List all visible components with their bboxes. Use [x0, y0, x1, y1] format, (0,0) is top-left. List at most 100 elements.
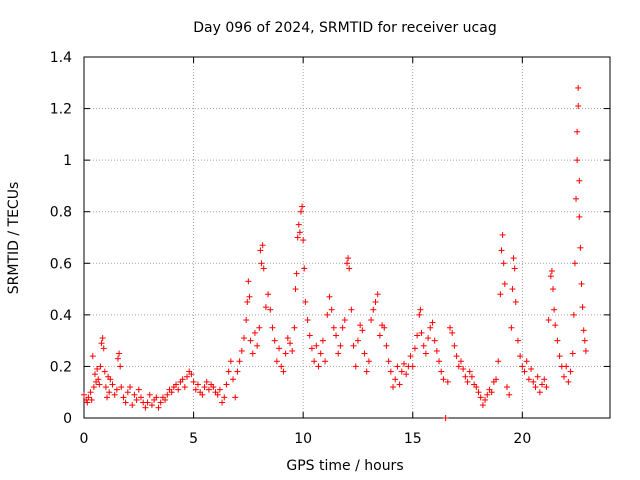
- y-tick-label: 0.8: [50, 205, 72, 221]
- x-tick-label: 0: [80, 431, 89, 447]
- data-point: [495, 358, 502, 365]
- data-point: [164, 391, 171, 398]
- data-point: [503, 384, 510, 391]
- data-point: [88, 396, 95, 403]
- data-point: [236, 358, 243, 365]
- data-point: [403, 371, 410, 378]
- data-point: [344, 260, 350, 267]
- x-tick-label: 10: [294, 431, 312, 447]
- data-point: [368, 317, 375, 324]
- data-point: [96, 381, 103, 388]
- data-point: [146, 391, 153, 398]
- data-point: [144, 399, 151, 406]
- data-point: [234, 368, 241, 375]
- data-point: [451, 342, 458, 349]
- data-point: [361, 350, 368, 357]
- data-point: [447, 324, 454, 331]
- data-point: [294, 234, 301, 241]
- data-point: [346, 265, 353, 272]
- data-point: [100, 345, 107, 352]
- data-point: [118, 384, 125, 391]
- data-point: [409, 363, 416, 370]
- data-point: [244, 298, 251, 305]
- data-point: [577, 244, 584, 251]
- data-point: [265, 291, 272, 298]
- data-point: [251, 329, 258, 336]
- data-point: [291, 324, 298, 331]
- data-point: [350, 342, 357, 349]
- data-point: [179, 376, 186, 383]
- data-point: [240, 335, 247, 342]
- data-point: [394, 363, 401, 370]
- data-point: [238, 347, 245, 354]
- data-point: [422, 350, 429, 357]
- data-point: [219, 399, 226, 406]
- data-point: [528, 366, 535, 373]
- data-point: [302, 298, 309, 305]
- data-point: [322, 358, 329, 365]
- data-point: [306, 332, 313, 339]
- data-point: [315, 363, 322, 370]
- data-point: [501, 280, 508, 287]
- data-point: [548, 268, 555, 275]
- data-point: [414, 332, 421, 339]
- data-point: [95, 376, 102, 383]
- data-point: [81, 391, 87, 398]
- data-point: [357, 322, 364, 329]
- data-point: [94, 366, 101, 373]
- data-point: [106, 389, 113, 396]
- data-point: [247, 337, 254, 344]
- data-point: [576, 177, 583, 184]
- data-point: [436, 358, 443, 365]
- data-point: [400, 360, 407, 367]
- data-point: [243, 317, 250, 324]
- data-point: [199, 391, 206, 398]
- data-point: [575, 84, 582, 91]
- data-point: [292, 286, 299, 293]
- y-tick-label: 0.6: [50, 256, 72, 272]
- data-point: [254, 342, 261, 349]
- data-point: [390, 384, 397, 391]
- x-tick-label: 15: [404, 431, 422, 447]
- data-point: [214, 391, 221, 398]
- data-point: [117, 363, 124, 370]
- data-point: [190, 378, 197, 385]
- data-point: [514, 337, 521, 344]
- y-tick-label: 1: [63, 153, 72, 169]
- data-point: [381, 324, 388, 331]
- data-point: [468, 373, 475, 380]
- data-point: [304, 317, 311, 324]
- data-point: [257, 247, 264, 254]
- data-point: [98, 340, 105, 347]
- data-point: [107, 376, 114, 383]
- data-point: [184, 373, 191, 380]
- data-point: [449, 329, 456, 336]
- data-point: [289, 347, 296, 354]
- data-point: [534, 373, 541, 380]
- data-point: [500, 260, 507, 267]
- data-point: [282, 350, 289, 357]
- data-point: [260, 265, 267, 272]
- data-point: [122, 399, 129, 406]
- data-point: [560, 373, 567, 380]
- plot-frame: [83, 56, 611, 419]
- data-point: [246, 293, 253, 300]
- data-point: [387, 368, 394, 375]
- data-point: [512, 298, 519, 305]
- data-point: [256, 324, 263, 331]
- data-point: [576, 213, 583, 220]
- data-point: [133, 396, 140, 403]
- data-point: [201, 384, 208, 391]
- y-tick-label: 0: [63, 411, 72, 427]
- data-point: [319, 337, 326, 344]
- data-point: [287, 340, 294, 347]
- data-point: [330, 324, 337, 331]
- data-point: [453, 353, 460, 360]
- data-point: [148, 402, 155, 409]
- data-point: [578, 280, 585, 287]
- data-point: [173, 381, 180, 388]
- data-point: [120, 394, 127, 401]
- data-point: [354, 337, 361, 344]
- data-point: [438, 368, 445, 375]
- data-point: [311, 358, 318, 365]
